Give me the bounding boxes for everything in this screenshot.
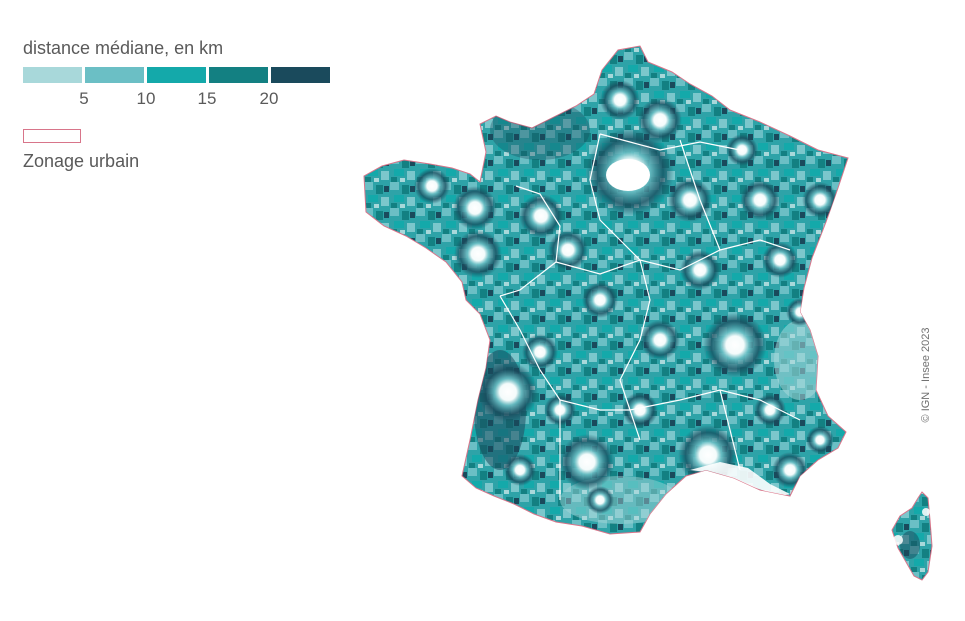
- color-scale: [23, 67, 343, 83]
- map-legend: distance médiane, en km 5 10 15 20 Zonag…: [23, 38, 343, 172]
- corsica: [891, 491, 933, 581]
- scale-ticks: 5 10 15 20: [23, 89, 343, 111]
- scale-class-1: [23, 67, 82, 83]
- map-credit: © IGN - Insee 2023: [920, 327, 932, 423]
- scale-tick: 5: [79, 89, 89, 108]
- scale-tick: 15: [197, 89, 217, 108]
- urban-zone-label: Zonage urbain: [23, 151, 140, 171]
- scale-class-4: [209, 67, 268, 83]
- scale-class-3: [147, 67, 206, 83]
- urban-zone-swatch: [23, 129, 81, 143]
- mainland-france: [363, 45, 849, 535]
- scale-tick: 20: [259, 89, 279, 108]
- scale-tick: 10: [136, 89, 156, 108]
- scale-class-2: [85, 67, 144, 83]
- scale-class-5: [271, 67, 330, 83]
- legend-title: distance médiane, en km: [23, 38, 224, 58]
